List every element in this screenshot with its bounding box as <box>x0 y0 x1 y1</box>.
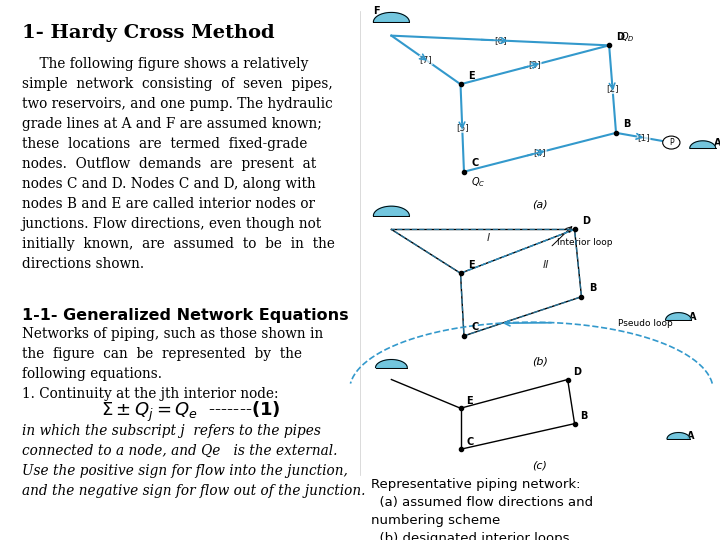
Text: A: A <box>714 138 720 148</box>
Text: [1]: [1] <box>637 133 650 142</box>
Text: in which the subscript j  refers to the pipes
connected to a node, and Qe   is t: in which the subscript j refers to the p… <box>22 424 365 498</box>
Text: $Q_C$: $Q_C$ <box>471 175 485 189</box>
Text: A: A <box>687 431 695 441</box>
Text: (b): (b) <box>532 356 548 367</box>
Polygon shape <box>374 206 410 216</box>
Text: [7]: [7] <box>420 56 432 64</box>
Text: Pseudo loop: Pseudo loop <box>618 319 672 328</box>
Text: [4]: [4] <box>534 148 546 157</box>
Text: A: A <box>689 312 697 322</box>
Text: P: P <box>669 138 674 147</box>
Text: $\Sigma\pm Q_j = Q_e$  -------$\mathbf{(1)}$: $\Sigma\pm Q_j = Q_e$ -------$\mathbf{(1… <box>101 400 281 424</box>
Text: C: C <box>471 322 478 333</box>
Text: B: B <box>624 119 631 130</box>
Text: The following figure shows a relatively
simple  network  consisting  of  seven  : The following figure shows a relatively … <box>22 57 335 271</box>
Text: Representative piping network:
  (a) assumed flow directions and
numbering schem: Representative piping network: (a) assum… <box>371 478 647 540</box>
Polygon shape <box>667 433 690 439</box>
Polygon shape <box>376 360 408 368</box>
Circle shape <box>662 136 680 149</box>
Polygon shape <box>665 313 691 320</box>
Text: II: II <box>543 260 549 269</box>
Text: B: B <box>580 411 588 421</box>
Text: I: I <box>487 233 490 242</box>
Text: (c): (c) <box>533 461 547 471</box>
Text: $Q_D$: $Q_D$ <box>620 30 634 44</box>
Text: B: B <box>589 284 596 293</box>
Text: C: C <box>471 158 478 168</box>
Text: F: F <box>374 6 380 16</box>
Text: [2]: [2] <box>606 85 619 93</box>
Text: [3]: [3] <box>528 60 541 69</box>
Text: [5]: [5] <box>456 124 469 132</box>
Text: D: D <box>573 367 582 377</box>
Text: C: C <box>467 437 474 447</box>
Text: Interior loop: Interior loop <box>557 238 613 247</box>
Text: (a): (a) <box>532 200 548 210</box>
Text: D: D <box>616 32 624 42</box>
Text: 1-1- Generalized Network Equations: 1-1- Generalized Network Equations <box>22 308 348 323</box>
Text: 1- Hardy Cross Method: 1- Hardy Cross Method <box>22 24 274 42</box>
Polygon shape <box>690 141 716 148</box>
Polygon shape <box>374 12 410 22</box>
Text: E: E <box>468 71 474 81</box>
Text: Networks of piping, such as those shown in
the  figure  can  be  represented  by: Networks of piping, such as those shown … <box>22 327 323 401</box>
Text: E: E <box>467 396 473 406</box>
Text: E: E <box>468 260 474 270</box>
Text: [6]: [6] <box>494 36 507 45</box>
Text: D: D <box>582 216 590 226</box>
